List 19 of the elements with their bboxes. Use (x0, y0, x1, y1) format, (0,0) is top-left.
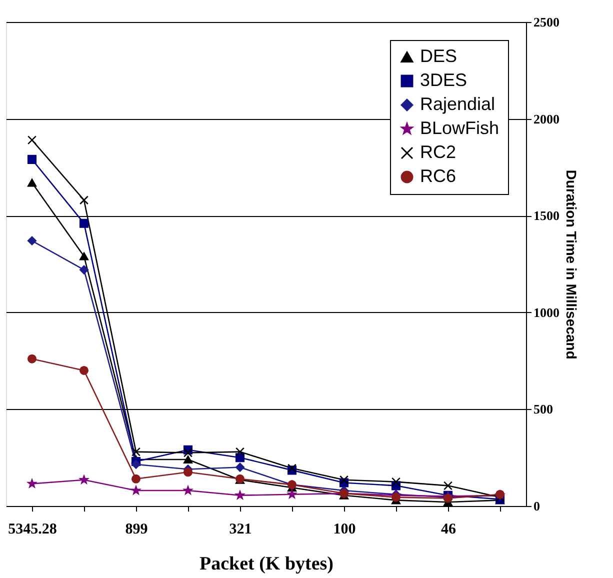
y-tick-label: 1500 (534, 208, 560, 224)
x-tick-label: 321 (229, 522, 252, 538)
x-tick-label: 46 (441, 522, 456, 538)
legend-label: DES (420, 46, 458, 66)
y-axis-title: Duration Time in Millisecand (564, 170, 580, 360)
y-tick-label: 0 (534, 498, 540, 514)
y-tick-label: 2000 (534, 111, 560, 126)
x-tick-label: 899 (125, 522, 148, 538)
legend-label: RC2 (420, 142, 456, 162)
x-tick-label: 5345.28 (8, 522, 57, 538)
x-axis-title: Packet (K bytes) (199, 554, 334, 574)
legend-label: Rajendial (420, 94, 496, 114)
legend-label: BLowFish (420, 118, 500, 138)
y-tick-label: 2500 (534, 14, 560, 30)
y-tick-label: 500 (534, 402, 553, 417)
legend-label: 3DES (420, 70, 468, 90)
legend-label: RC6 (420, 166, 456, 186)
y-tick-label: 1000 (534, 304, 560, 320)
x-tick-label: 100 (333, 522, 356, 538)
